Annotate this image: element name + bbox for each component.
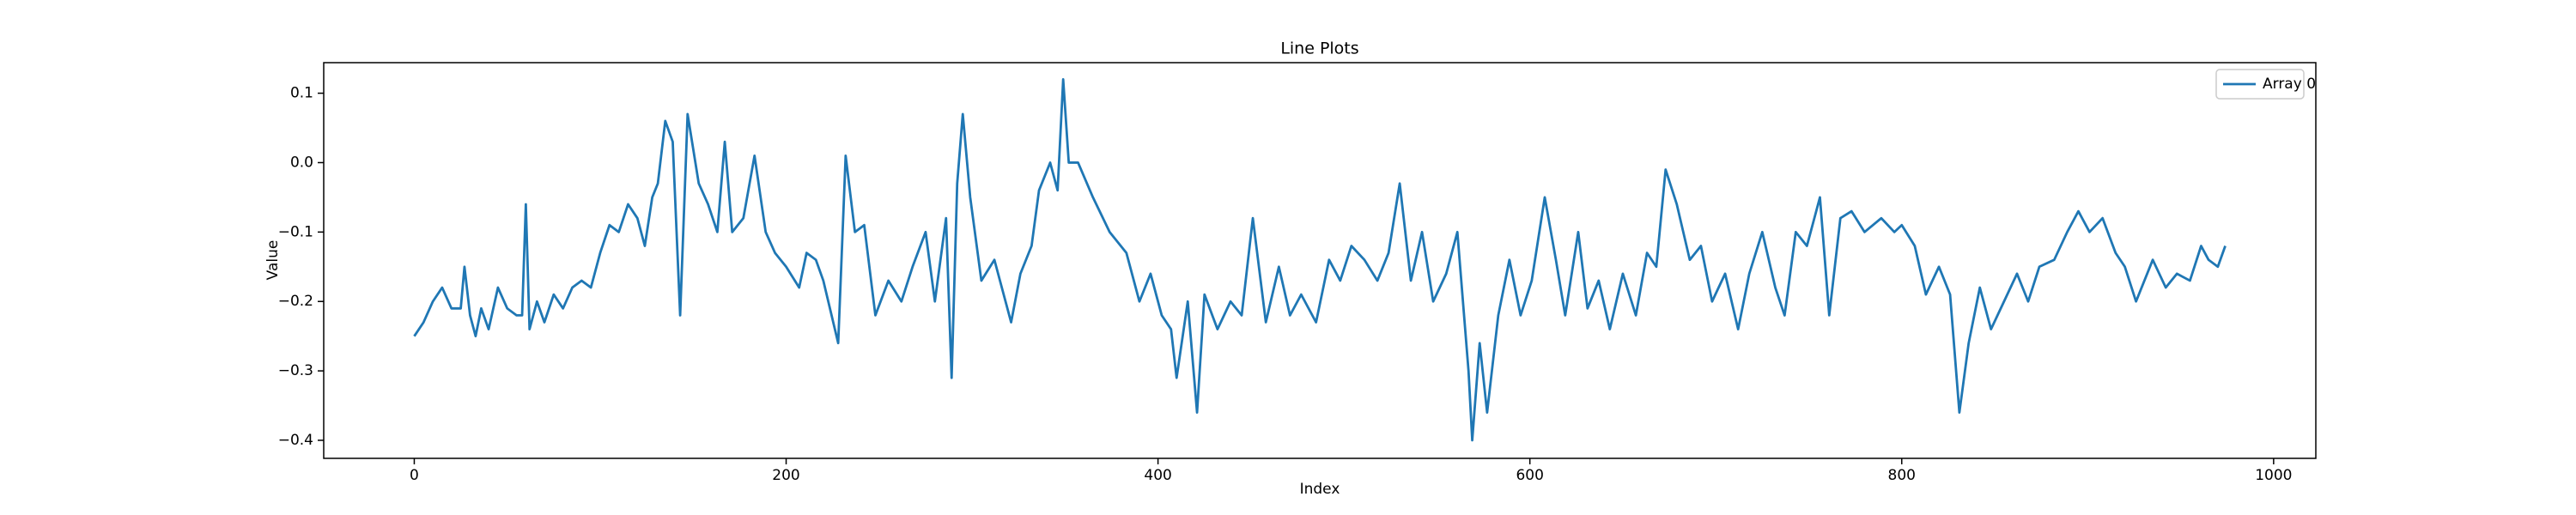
legend-label: Array 0	[2263, 76, 2316, 93]
y-tick-label: 0.0	[290, 154, 313, 171]
x-tick-label: 200	[772, 467, 799, 484]
x-tick-label: 400	[1144, 467, 1171, 484]
x-tick-label: 0	[410, 467, 419, 484]
plot-frame	[323, 62, 2317, 459]
x-tick-label: 1000	[2255, 467, 2292, 484]
legend-box	[2215, 69, 2305, 100]
y-tick-label: −0.4	[278, 432, 313, 449]
x-tick-label: 600	[1516, 467, 1543, 484]
y-tick-label: −0.1	[278, 223, 313, 240]
line-series	[413, 78, 2227, 442]
y-tick-label: 0.1	[290, 85, 313, 102]
chart-title: Line Plots	[1280, 39, 1358, 58]
x-axis-label: Index	[1300, 481, 1340, 498]
y-tick-label: −0.3	[278, 362, 313, 379]
y-axis-label: Value	[264, 240, 282, 281]
x-tick-label: 800	[1888, 467, 1916, 484]
y-tick-label: −0.2	[278, 293, 313, 310]
